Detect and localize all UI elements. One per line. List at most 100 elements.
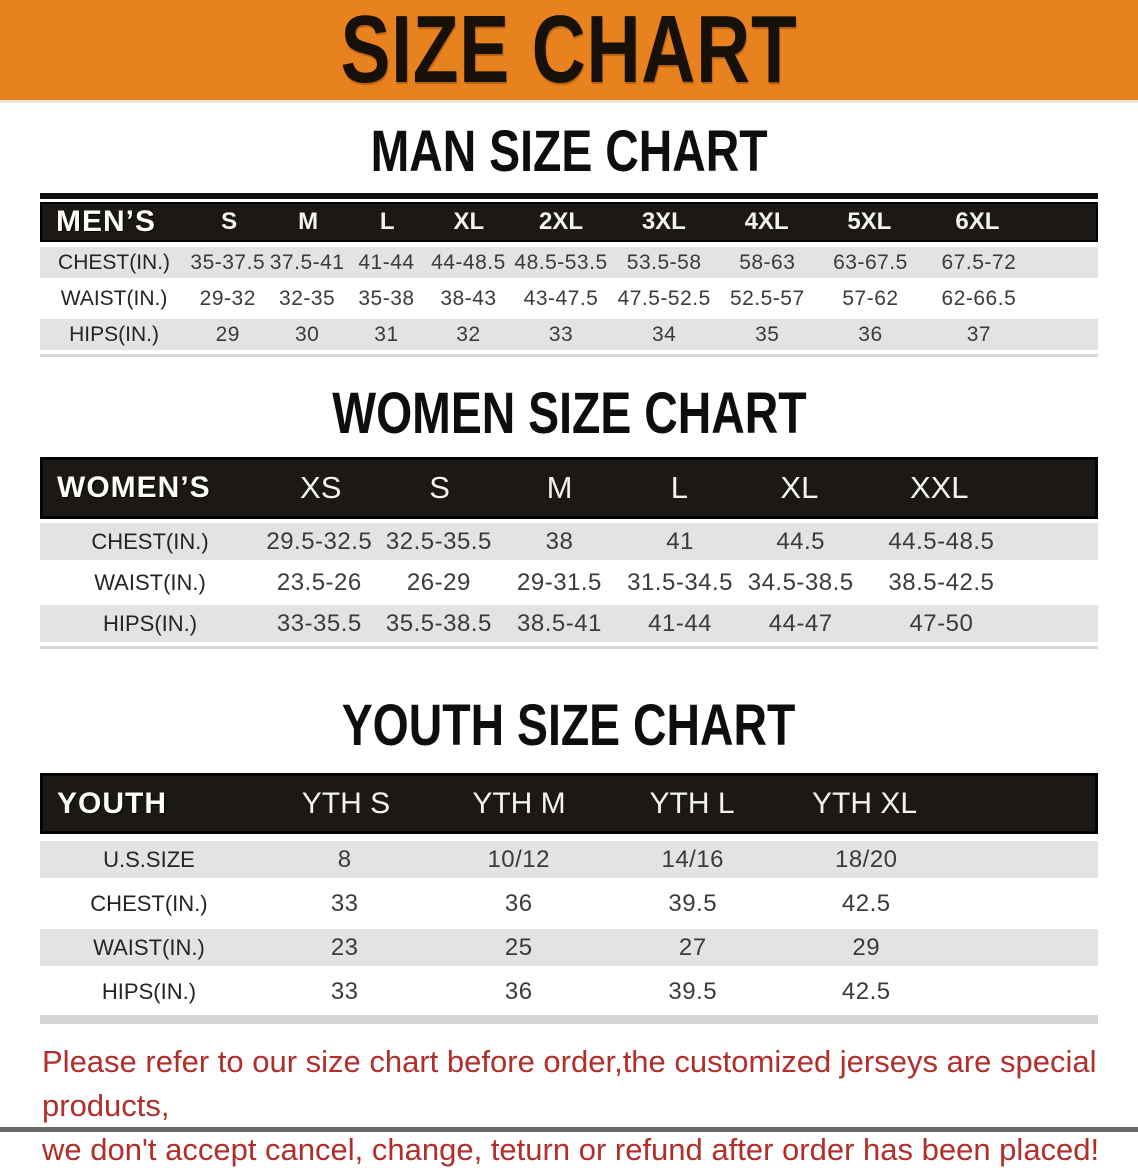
mens-table-body: MEN’S S M L XL 2XL 3XL 4XL 5XL 6XL CHEST(IN.) 35-37…: [40, 202, 1098, 350]
size-column-header: 5XL: [847, 208, 892, 235]
size-column-header: YTH XL: [812, 786, 918, 820]
cell-value: 35.5-38.5: [385, 609, 492, 637]
size-column-header: 3XL: [641, 208, 686, 235]
table-row: HIPS(IN.) 33 36 39.5 42.5: [40, 973, 1098, 1010]
cell-value: 8: [337, 845, 352, 873]
table-row: HIPS(IN.) 33-35.5 35.5-38.5 38.5-41 41-44 44-…: [40, 605, 1098, 642]
cell-value: 23: [330, 933, 359, 961]
size-column-header: 2XL: [539, 208, 584, 235]
cell-value: 47.5-52.5: [617, 286, 711, 310]
cell-value: 33: [330, 889, 359, 917]
cell-value: 35-38: [358, 286, 415, 310]
cell-value: 33: [548, 322, 574, 346]
table-row: CHEST(IN.) 29.5-32.5 32.5-35.5 38 41 44.5 44.5…: [40, 523, 1098, 560]
cell-value: 37: [966, 322, 992, 346]
cell-value: 31.5-34.5: [627, 568, 734, 596]
cell-value: 39.5: [668, 889, 718, 917]
size-column-header: M: [298, 208, 319, 235]
size-column-header: S: [429, 470, 450, 505]
cell-value: 18/20: [834, 845, 898, 873]
table-row: CHEST(IN.) 35-37.5 37.5-41 41-44 44-48.5 48.5…: [40, 247, 1098, 278]
cell-value: 38: [545, 527, 574, 555]
cell-value: 48.5-53.5: [514, 250, 608, 274]
cell-value: 30: [294, 322, 320, 346]
cell-value: 36: [858, 322, 883, 346]
cell-value: 31: [374, 322, 399, 346]
cell-value: 44-48.5: [431, 250, 506, 274]
size-column-header: XL: [780, 470, 819, 505]
cell-value: 29.5-32.5: [266, 527, 373, 555]
size-table-header-bar: YOUTH YTH S YTH M YTH L YTH XL: [40, 773, 1098, 834]
cell-value: 41: [666, 527, 694, 555]
size-table-header-bar: WOMEN’S XS S M L XL XXL: [40, 457, 1098, 519]
row-label: CHEST(IN.): [91, 528, 209, 554]
youth-size-table: YOUTH YTH S YTH M YTH L YTH XL U.S.SIZE 8 10/12…: [40, 773, 1098, 1010]
cell-value: 25: [504, 933, 533, 961]
cell-value: 44.5-48.5: [888, 527, 995, 555]
row-label: WAIST(IN.): [94, 569, 206, 595]
cell-value: 36: [504, 977, 533, 1005]
cell-value: 35: [755, 322, 780, 346]
cell-value: 62-66.5: [941, 286, 1017, 310]
row-label: WAIST(IN.): [60, 286, 168, 310]
cell-value: 35-37.5: [190, 250, 266, 274]
womens-table-bottom-rule: [40, 646, 1098, 649]
page-bottom-edge: [0, 1127, 1138, 1132]
table-group-label: YOUTH: [57, 786, 167, 820]
women-section-heading: WOMEN SIZE CHART: [0, 385, 1138, 443]
cell-value: 53.5-58: [626, 250, 702, 274]
size-column-header: YTH M: [472, 786, 566, 820]
size-column-header: 6XL: [955, 208, 1000, 235]
table-row: U.S.SIZE 8 10/12 14/16 18/20: [40, 841, 1098, 878]
table-row: CHEST(IN.) 33 36 39.5 42.5: [40, 885, 1098, 922]
womens-table-body: WOMEN’S XS S M L XL XXL CHEST(IN.) 29.5-32.5 32.5…: [40, 457, 1098, 642]
size-column-header: 4XL: [744, 208, 789, 235]
table-row: WAIST(IN.) 23.5-26 26-29 29-31.5 31.5-34.5 34…: [40, 564, 1098, 601]
row-label: WAIST(IN.): [93, 934, 205, 960]
mens-table-bottom-rule: [40, 354, 1098, 357]
cell-value: 29: [852, 933, 881, 961]
cell-value: 34: [651, 322, 677, 346]
womens-size-table: WOMEN’S XS S M L XL XXL CHEST(IN.) 29.5-32.5 32.5…: [40, 457, 1098, 642]
cell-value: 38-43: [440, 286, 497, 310]
cell-value: 42.5: [841, 977, 891, 1005]
cell-value: 27: [678, 933, 707, 961]
cell-value: 52.5-57: [729, 286, 805, 310]
cell-value: 43-47.5: [523, 286, 599, 310]
row-label: CHEST(IN.): [58, 250, 171, 274]
cell-value: 32.5-35.5: [385, 527, 492, 555]
mens-size-table: MEN’S S M L XL 2XL 3XL 4XL 5XL 6XL CHEST(IN.) 35-37…: [40, 193, 1098, 350]
disclaimer-text: Please refer to our size chart before or…: [42, 1040, 1102, 1172]
cell-value: 33-35.5: [276, 609, 362, 637]
cell-value: 10/12: [487, 845, 550, 873]
disclaimer-line-1: Please refer to our size chart before or…: [42, 1044, 1097, 1123]
cell-value: 26-29: [406, 568, 471, 596]
cell-value: 38.5-41: [517, 609, 602, 637]
youth-table-body: YOUTH YTH S YTH M YTH L YTH XL U.S.SIZE 8 10/12…: [40, 773, 1098, 1010]
table-row: WAIST(IN.) 29-32 32-35 35-38 38-43 43-47.5 47.…: [40, 283, 1098, 314]
size-column-header: M: [546, 470, 573, 505]
youth-heading-text: YOUTH SIZE CHART: [342, 693, 796, 758]
disclaimer-line-2: we don't accept cancel, change, teturn o…: [42, 1132, 1100, 1167]
cell-value: 63-67.5: [833, 250, 908, 274]
cell-value: 29: [215, 322, 240, 346]
cell-value: 33: [330, 977, 359, 1005]
youth-section-heading: YOUTH SIZE CHART: [0, 697, 1138, 755]
cell-value: 23.5-26: [276, 568, 362, 596]
cell-value: 67.5-72: [941, 250, 1017, 274]
cell-value: 41-44: [648, 609, 713, 637]
cell-value: 58-63: [739, 250, 796, 274]
size-column-header: L: [670, 470, 689, 505]
cell-value: 42.5: [841, 889, 891, 917]
cell-value: 14/16: [661, 845, 725, 873]
size-chart-banner: SIZE CHART: [0, 0, 1138, 103]
cell-value: 32-35: [279, 286, 336, 310]
row-label: HIPS(IN.): [69, 322, 159, 346]
size-column-header: XL: [453, 208, 485, 235]
cell-value: 29-32: [199, 286, 256, 310]
banner-title: SIZE CHART: [340, 0, 798, 103]
row-label: HIPS(IN.): [101, 978, 197, 1004]
row-label: U.S.SIZE: [103, 846, 195, 872]
size-column-header: XXL: [909, 470, 969, 505]
cell-value: 34.5-38.5: [747, 568, 854, 596]
